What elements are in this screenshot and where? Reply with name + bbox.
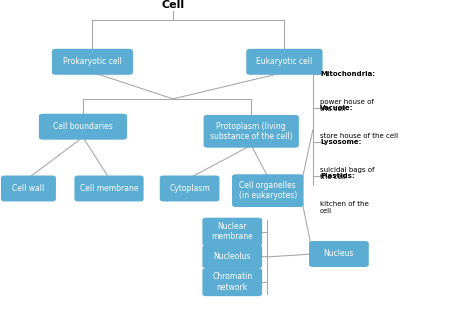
Text: Nucleolus: Nucleolus <box>214 252 251 261</box>
Text: Eukaryotic cell: Eukaryotic cell <box>256 57 312 66</box>
FancyBboxPatch shape <box>309 241 369 267</box>
FancyBboxPatch shape <box>203 115 299 148</box>
Text: Cytoplasm: Cytoplasm <box>169 184 210 193</box>
Text: Plastids:: Plastids: <box>320 173 355 179</box>
FancyBboxPatch shape <box>39 114 127 140</box>
Text: Cell: Cell <box>162 0 184 10</box>
Text: Chromatin
network: Chromatin network <box>212 273 252 292</box>
Text: Cell wall: Cell wall <box>12 184 45 193</box>
Text: Cell organelles
(in eukaryotes): Cell organelles (in eukaryotes) <box>239 181 297 200</box>
Text: Protoplasm (living
substance of the cell): Protoplasm (living substance of the cell… <box>210 122 292 141</box>
Text: power house of
the cell: power house of the cell <box>320 99 374 112</box>
FancyBboxPatch shape <box>202 218 262 246</box>
FancyBboxPatch shape <box>246 49 322 75</box>
Text: Prokaryotic cell: Prokaryotic cell <box>63 57 122 66</box>
Text: Vacuole:: Vacuole: <box>320 105 354 111</box>
FancyBboxPatch shape <box>232 174 303 207</box>
Text: suicidal bags of
the cell: suicidal bags of the cell <box>320 167 374 180</box>
FancyBboxPatch shape <box>74 176 144 201</box>
FancyBboxPatch shape <box>160 176 219 201</box>
FancyBboxPatch shape <box>202 268 262 296</box>
Text: Mitochondria:: Mitochondria: <box>320 71 375 77</box>
Text: Cell membrane: Cell membrane <box>80 184 138 193</box>
Text: kitchen of the
cell: kitchen of the cell <box>320 201 369 214</box>
Text: Lysosome:: Lysosome: <box>320 139 361 145</box>
Text: Cell boundaries: Cell boundaries <box>53 122 113 131</box>
FancyBboxPatch shape <box>202 245 262 268</box>
Text: Nuclear
membrane: Nuclear membrane <box>211 222 253 241</box>
Text: store house of the cell: store house of the cell <box>320 133 398 139</box>
FancyBboxPatch shape <box>1 176 56 201</box>
FancyBboxPatch shape <box>52 49 133 75</box>
Text: Nucleus: Nucleus <box>324 249 354 259</box>
